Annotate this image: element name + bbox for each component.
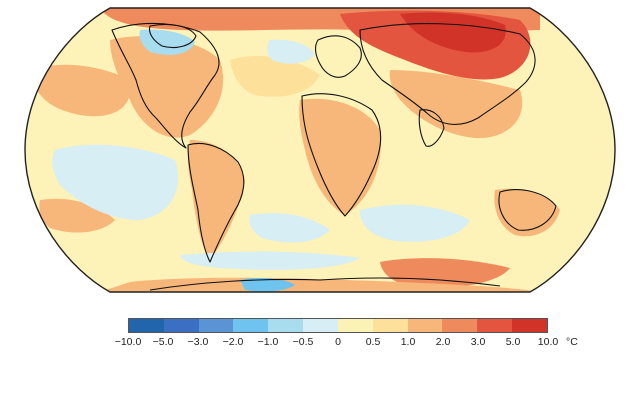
colorbar-swatch — [198, 319, 234, 332]
unit-label: °C — [566, 336, 578, 348]
colorbar-swatch — [512, 319, 547, 332]
southern-band-cool — [180, 251, 360, 270]
map-frame — [24, 7, 616, 293]
colorbar-swatch — [407, 319, 443, 332]
colorbar-tick-labels: −10.0 −5.0 −3.0 −2.0 −1.0 −0.5 0 0.5 1.0 2.0 3.0 5.… — [0, 336, 640, 350]
south-america-warm — [187, 140, 245, 260]
coast-antarctica — [149, 277, 501, 291]
north-atlantic-warm — [230, 55, 320, 97]
colorbar-swatch — [303, 319, 338, 332]
antarctic-edge-warm — [100, 277, 540, 292]
colorbar-tick-label: 0 — [335, 336, 341, 348]
coast-africa — [301, 93, 382, 217]
colorbar-swatch — [337, 319, 373, 332]
colorbar-tick-label: 10.0 — [537, 336, 559, 348]
colorbar-tick-label: 2.0 — [435, 336, 451, 348]
colorbar-swatch — [268, 319, 304, 332]
colorbar-tick-label: 0.5 — [365, 336, 381, 348]
colorbar-tick-label: 5.0 — [505, 336, 521, 348]
temperature-anomaly-map — [24, 7, 616, 293]
colorbar-tick-label: 1.0 — [400, 336, 416, 348]
colorbar-tick-label: −10.0 — [114, 336, 142, 348]
colorbar-tick-label: 3.0 — [470, 336, 486, 348]
north-pacific-warm — [30, 64, 131, 117]
colorbar-swatch — [129, 319, 164, 332]
colorbar — [128, 318, 548, 333]
anomaly-field — [25, 8, 615, 292]
colorbar-tick-label: −2.0 — [222, 336, 244, 348]
colorbar-tick-label: −0.5 — [292, 336, 314, 348]
colorbar-tick-label: −3.0 — [187, 336, 209, 348]
asia-warm — [389, 70, 523, 139]
coast-greenland — [148, 23, 197, 49]
east-pacific-cool — [52, 144, 179, 220]
colorbar-tick-label: −5.0 — [152, 336, 174, 348]
coast-asia — [359, 23, 536, 125]
coast-australia — [498, 189, 557, 231]
colorbar-swatch — [442, 319, 478, 332]
coast-europe — [315, 35, 362, 78]
colorbar-swatch — [233, 319, 269, 332]
south-pacific-warm — [39, 198, 115, 233]
colorbar-swatch — [372, 319, 408, 332]
colorbar-tick-label: −1.0 — [257, 336, 279, 348]
southern-ocean-warm — [380, 258, 510, 289]
greenland-cool — [139, 29, 195, 55]
coast-north-america — [111, 22, 220, 149]
siberia-hot — [400, 12, 506, 53]
south-atlantic-cool — [249, 213, 330, 243]
north-america-warm — [110, 36, 224, 138]
indian-ocean-cool — [360, 204, 470, 242]
colorbar-swatch — [477, 319, 513, 332]
north-atlantic-cool — [267, 39, 315, 64]
africa-warm — [299, 98, 381, 215]
coast-south-america — [187, 143, 245, 263]
antarctic-cool — [240, 277, 295, 292]
coastlines — [111, 22, 557, 291]
colorbar-swatch — [163, 319, 199, 332]
coast-india — [418, 109, 445, 147]
